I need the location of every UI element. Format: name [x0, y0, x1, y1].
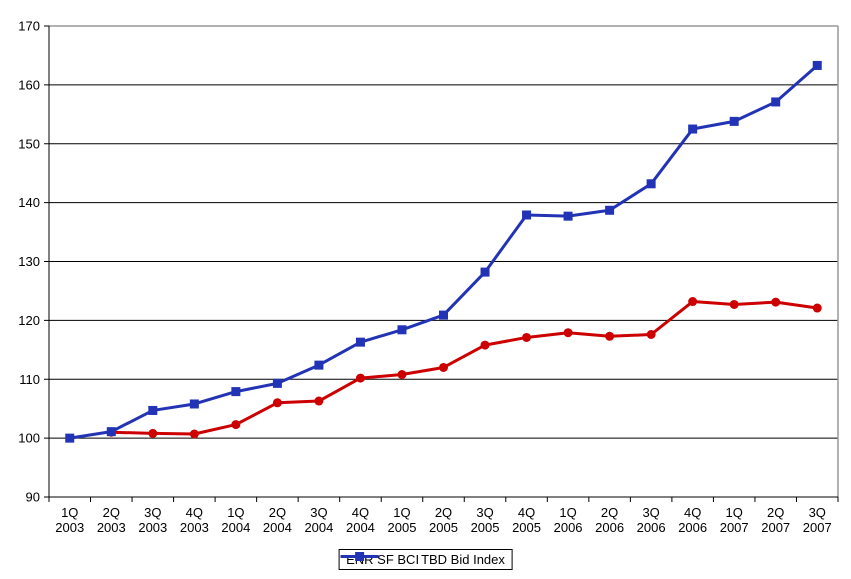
square-marker	[646, 179, 656, 189]
legend: ENR SF BCI TBD Bid Index	[338, 549, 513, 570]
x-axis-tick-label: 3Q 2003	[138, 505, 167, 535]
x-axis-tick-label: 1Q 2006	[554, 505, 583, 535]
x-axis-tick-label: 3Q 2004	[304, 505, 333, 535]
x-axis-tick-label: 4Q 2006	[678, 505, 707, 535]
x-axis-tick-label: 3Q 2007	[803, 505, 832, 535]
circle-marker	[771, 297, 781, 307]
square-marker	[563, 211, 573, 221]
square-marker	[397, 325, 407, 335]
square-marker	[65, 433, 75, 443]
y-axis-tick-label: 130	[18, 254, 40, 269]
y-axis-tick-label: 100	[18, 431, 40, 446]
square-marker	[605, 205, 615, 215]
circle-marker	[729, 299, 739, 309]
x-axis-tick-label: 2Q 2003	[97, 505, 126, 535]
y-axis-tick-label: 170	[18, 19, 40, 34]
square-marker	[439, 310, 448, 320]
square-marker	[522, 210, 532, 220]
square-marker	[231, 387, 241, 397]
circle-marker	[314, 396, 324, 406]
x-axis-tick-label: 4Q 2005	[512, 505, 541, 535]
legend-label-tbd-bid-index: TBD Bid Index	[421, 552, 505, 567]
circle-marker	[148, 428, 158, 438]
square-marker	[106, 427, 116, 437]
circle-marker	[272, 398, 282, 408]
x-axis-tick-label: 4Q 2003	[180, 505, 209, 535]
x-axis-tick-label: 1Q 2007	[720, 505, 749, 535]
y-axis-tick-label: 160	[18, 77, 40, 92]
circle-marker	[563, 328, 573, 338]
x-axis-tick-label: 2Q 2006	[595, 505, 624, 535]
square-marker	[314, 360, 324, 370]
square-marker	[355, 337, 365, 347]
circle-marker	[605, 331, 615, 341]
circle-marker	[688, 297, 698, 307]
circle-marker	[480, 340, 490, 350]
y-axis-tick-label: 90	[26, 490, 40, 505]
circle-marker	[355, 373, 365, 383]
square-marker	[189, 399, 199, 409]
square-marker	[480, 267, 490, 277]
x-axis-tick-label: 1Q 2005	[388, 505, 417, 535]
x-axis-tick-label: 2Q 2005	[429, 505, 458, 535]
series-line-enr-sf-bci	[111, 300, 818, 436]
y-axis-tick-label: 120	[18, 313, 40, 328]
circle-marker	[189, 429, 199, 439]
circle-marker	[231, 420, 241, 430]
square-marker	[729, 116, 739, 126]
series-line-tbd-bid-index	[69, 64, 819, 440]
square-marker	[148, 405, 158, 415]
circle-marker	[522, 332, 532, 342]
y-axis-tick-label: 110	[19, 372, 40, 387]
x-axis-tick-label: 2Q 2004	[263, 505, 292, 535]
square-marker	[272, 378, 282, 388]
square-marker	[688, 124, 698, 134]
square-marker	[771, 97, 781, 107]
square-marker	[812, 60, 822, 70]
circle-marker	[646, 330, 656, 340]
legend-item-tbd-bid-index: TBD Bid Index	[340, 552, 505, 567]
x-axis-tick-label: 4Q 2004	[346, 505, 375, 535]
legend-square-marker	[354, 552, 364, 561]
y-axis-tick-label: 150	[18, 136, 40, 151]
x-axis-tick-label: 1Q 2003	[55, 505, 84, 535]
x-axis-tick-label: 3Q 2005	[471, 505, 500, 535]
x-axis-tick-label: 3Q 2006	[637, 505, 666, 535]
blue-square-line-marker-icon	[340, 552, 379, 561]
x-axis-tick-label: 1Q 2004	[221, 505, 250, 535]
y-axis-tick-label: 140	[18, 195, 40, 210]
circle-marker	[812, 303, 822, 313]
circle-marker	[439, 362, 448, 372]
x-axis-tick-label: 2Q 2007	[761, 505, 790, 535]
circle-marker	[397, 370, 407, 380]
